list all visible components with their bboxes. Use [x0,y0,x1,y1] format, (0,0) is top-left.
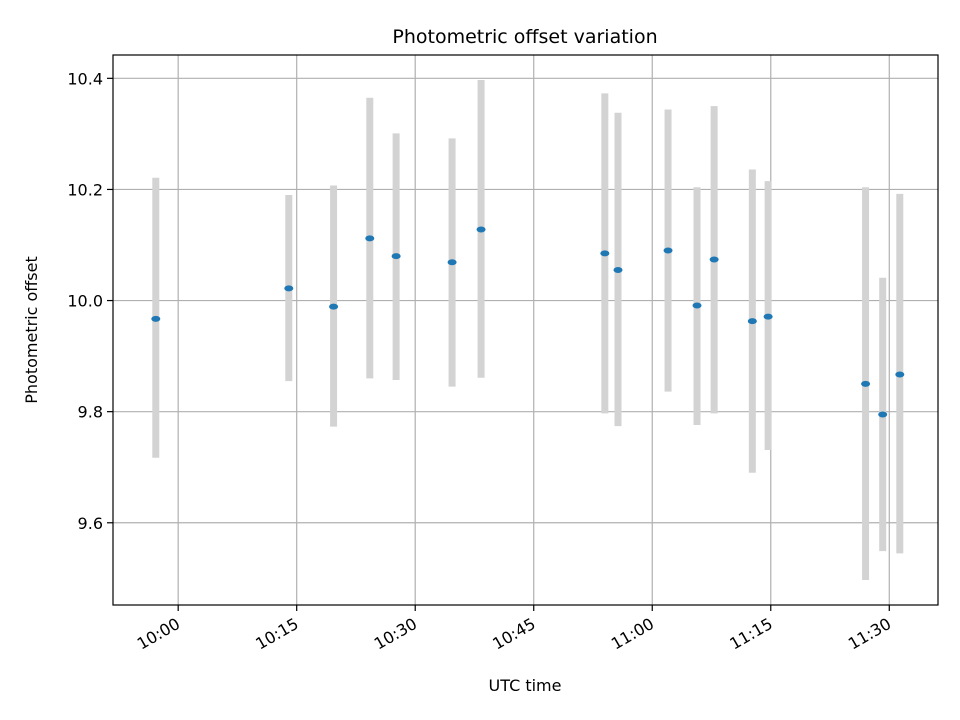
data-points [151,226,905,418]
x-axis: 10:00 10:15 10:30 10:45 11:00 11:15 11:30 [134,605,894,654]
y-tick-label: 9.8 [78,403,103,422]
data-point [878,411,888,418]
y-axis-label: Photometric offset [22,256,41,404]
x-tick-label: 11:15 [726,614,775,654]
error-bars [152,80,904,580]
x-tick-label: 10:30 [371,614,420,654]
y-tick-label: 10.2 [67,180,103,199]
data-point [747,318,757,325]
data-point [476,226,486,233]
grid-lines [113,55,938,605]
plot-frame [112,54,939,606]
data-point [895,371,905,378]
data-point [284,285,294,292]
x-tick-label: 11:30 [845,614,894,654]
x-tick-label: 10:00 [134,614,183,654]
chart-title: Photometric offset variation [392,26,657,48]
data-point [600,250,610,257]
data-point [365,235,375,242]
x-tick-label: 10:45 [489,614,538,654]
data-point [329,303,339,310]
x-axis-label: UTC time [489,676,562,695]
data-point [692,302,702,309]
y-axis: 9.6 9.8 10.0 10.2 10.4 [67,69,113,533]
data-point [613,267,623,273]
y-tick-label: 9.6 [78,514,103,533]
data-point [763,313,773,320]
x-tick-label: 11:00 [608,614,657,654]
y-tick-label: 10.4 [67,69,103,88]
data-point [391,253,401,260]
data-point [447,259,457,266]
x-tick-label: 10:15 [252,614,301,654]
data-point [663,247,673,254]
y-tick-label: 10.0 [67,292,103,311]
data-point [861,380,871,387]
data-point [151,315,161,322]
data-point [709,256,719,263]
